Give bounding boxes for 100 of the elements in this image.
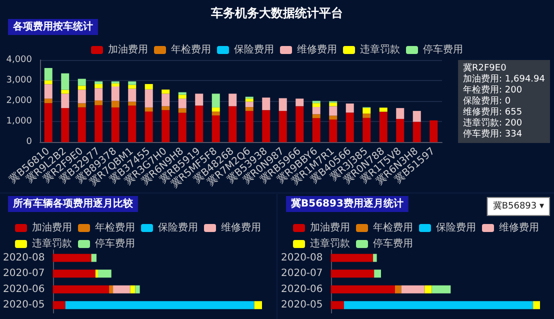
- y-tick-label: 4,000: [6, 55, 32, 65]
- bar: [78, 78, 86, 86]
- bar: [78, 86, 86, 90]
- bar: [109, 285, 114, 294]
- bar: [94, 100, 103, 106]
- bar: [94, 84, 103, 88]
- y-tick-label: 2020-07: [280, 268, 323, 280]
- bar: [278, 110, 287, 142]
- bar: [94, 81, 103, 84]
- bar: [330, 301, 344, 310]
- bar: [195, 106, 204, 142]
- bar: [396, 118, 404, 142]
- bar: [128, 88, 136, 102]
- bar: [245, 110, 254, 142]
- bar: [424, 285, 432, 294]
- bar: [144, 112, 153, 142]
- chart-title: 冀B56893费用逐月统计: [290, 198, 404, 210]
- legend-label: 年检费用: [171, 44, 211, 56]
- bar: [61, 73, 70, 90]
- text: 停车费用: 334: [463, 128, 522, 140]
- y-tick-label: 2020-05: [280, 300, 323, 311]
- bar: [52, 301, 66, 310]
- bar: [346, 104, 354, 113]
- bar: [178, 108, 186, 113]
- bar: [130, 285, 136, 294]
- bar: [135, 285, 140, 294]
- y-tick-label: 2020-06: [280, 284, 323, 295]
- bar: [329, 102, 338, 106]
- text: 维修费用: 655: [463, 106, 522, 118]
- legend-label: 违章罚款: [32, 238, 72, 250]
- bar: [395, 285, 402, 294]
- bar: [379, 108, 388, 112]
- y-tick-label: 2020-06: [2, 284, 45, 295]
- y-tick-label: 0: [26, 137, 32, 148]
- chart-title: 车务机务大数据统计平台: [210, 6, 343, 20]
- legend-label: 年检费用: [95, 222, 135, 234]
- text: 冀R2F9E0: [463, 62, 507, 74]
- bar: [78, 90, 86, 104]
- bar: [245, 102, 254, 108]
- bar: [362, 118, 371, 142]
- bar: [98, 270, 112, 278]
- bar: [412, 110, 421, 122]
- legend-label: 维修费用: [297, 44, 337, 56]
- bar: [52, 285, 110, 294]
- y-tick-label: 2020-08: [2, 252, 45, 264]
- y-tick-label: 2020-05: [2, 300, 45, 311]
- bar: [329, 116, 338, 120]
- bar: [533, 301, 540, 310]
- bar: [344, 301, 534, 310]
- legend-label: 加油费用: [310, 222, 350, 234]
- y-tick-label: 2,000: [6, 96, 32, 106]
- bar: [362, 108, 371, 114]
- bar: [312, 107, 320, 114]
- legend-label: 维修费用: [221, 222, 261, 234]
- bar: [111, 107, 120, 142]
- bar: [128, 84, 136, 89]
- bar: [401, 285, 425, 294]
- bar: [162, 106, 170, 110]
- bar: [61, 108, 70, 142]
- legend-label: 加油费用: [108, 44, 148, 56]
- bar: [262, 110, 270, 142]
- text: 违章罚款: 200: [463, 118, 522, 128]
- bar: [228, 94, 237, 106]
- bar: [212, 107, 220, 112]
- bar: [312, 103, 320, 108]
- bar: [195, 94, 204, 106]
- bar: [61, 90, 70, 94]
- bar: [52, 254, 92, 262]
- bar: [162, 94, 170, 106]
- bar: [128, 81, 136, 85]
- y-tick-label: 2020-07: [2, 268, 45, 280]
- bar: [245, 98, 254, 102]
- bar: [65, 301, 254, 310]
- bar: [262, 98, 270, 110]
- bar: [44, 80, 52, 84]
- bar: [346, 112, 354, 142]
- bar: [111, 83, 120, 86]
- legend-label: 违章罚款: [310, 238, 350, 250]
- bar: [330, 285, 396, 294]
- bar: [330, 254, 374, 262]
- bar: [212, 112, 220, 116]
- legend-label: 停车费用: [423, 44, 463, 56]
- bar: [111, 100, 120, 108]
- bar: [362, 114, 371, 118]
- bar: [94, 105, 103, 142]
- bar: [44, 103, 52, 142]
- chart-title: 所有车辆各项费用逐月比较: [12, 198, 134, 210]
- y-tick-label: 2020-08: [280, 252, 323, 264]
- bar: [212, 94, 220, 108]
- bar: [396, 108, 404, 119]
- bar: [412, 122, 421, 142]
- bar: [128, 102, 136, 106]
- bar: [374, 270, 381, 278]
- bar: [228, 106, 237, 142]
- text: 冀B56893 ▾: [492, 200, 544, 212]
- bar: [52, 270, 96, 278]
- bar: [94, 88, 103, 100]
- legend-label: 保险费用: [234, 44, 274, 56]
- text: 保险费用: 0: [463, 96, 511, 106]
- bar: [144, 107, 153, 112]
